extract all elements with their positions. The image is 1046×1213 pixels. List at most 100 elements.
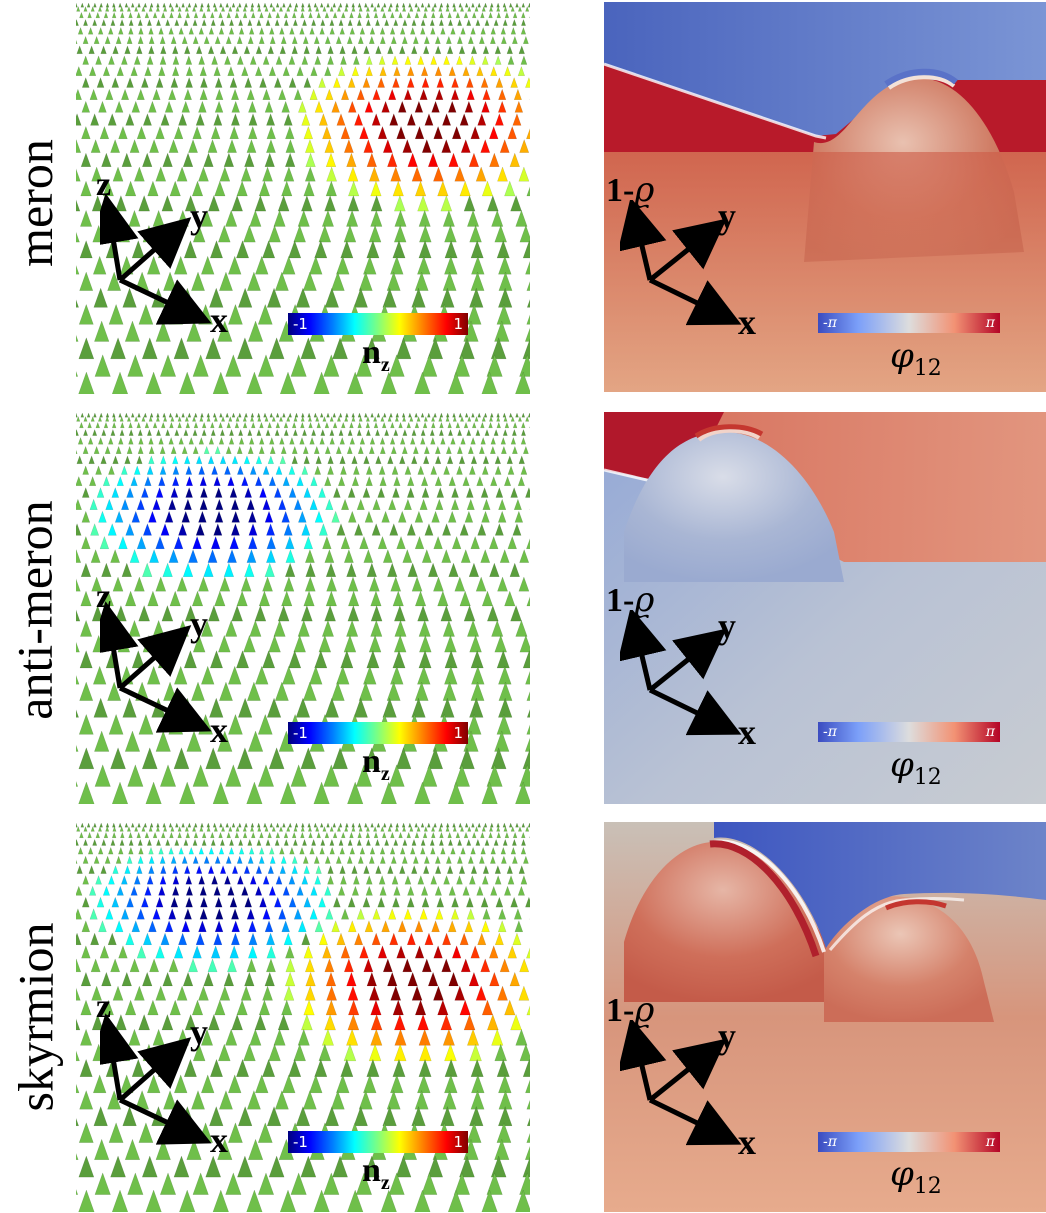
spin-cone — [422, 864, 430, 874]
spin-cone — [488, 5, 494, 12]
spin-cone — [510, 896, 519, 908]
spin-cone — [148, 919, 157, 933]
spin-cone — [133, 576, 145, 592]
spin-cone — [389, 846, 396, 855]
spin-cone — [466, 1122, 482, 1143]
spin-cone — [480, 138, 491, 153]
spin-cone — [93, 855, 100, 864]
spin-cone — [504, 831, 510, 839]
row-label-meron: meron — [7, 138, 64, 267]
spin-cone — [110, 138, 121, 153]
spin-cone — [398, 831, 403, 839]
spin-cone — [525, 415, 530, 422]
spin-cone — [213, 5, 218, 12]
spin-cone — [365, 825, 370, 832]
spin-cone — [76, 1018, 81, 1031]
spin-cone — [375, 45, 382, 55]
spin-cone — [333, 76, 341, 88]
spin-cone — [248, 522, 258, 536]
spin-cone — [110, 958, 121, 973]
spin-cone — [143, 822, 148, 828]
spin-cone — [347, 194, 360, 212]
spin-cone — [484, 428, 490, 436]
spin-cone — [80, 180, 92, 197]
spin-cone — [340, 874, 347, 885]
spin-cone — [249, 619, 262, 637]
spin-cone — [434, 65, 443, 77]
spin-cone — [414, 535, 425, 550]
spin-cone — [237, 1155, 253, 1178]
spin-cone — [481, 465, 489, 475]
spin-cone — [387, 864, 394, 874]
spin-cone — [160, 112, 170, 126]
spin-cone — [343, 634, 357, 653]
spin-cone — [174, 412, 179, 418]
spin-cone — [183, 428, 189, 436]
spin-cone — [198, 436, 205, 445]
spin-cone — [378, 874, 386, 885]
spin-cone — [340, 239, 354, 259]
spin-cone — [104, 35, 111, 44]
spin-cone — [332, 2, 337, 8]
spin-cone — [466, 838, 472, 846]
spin-cone — [257, 5, 262, 12]
spin-cone — [137, 855, 144, 864]
spin-cone — [324, 194, 336, 212]
spin-cone — [192, 1172, 209, 1195]
spin-cone — [228, 415, 233, 422]
spin-cone — [152, 421, 158, 429]
spin-cone — [207, 455, 215, 465]
spin-cone — [173, 337, 190, 360]
spin-cone — [327, 864, 334, 874]
spin-cone — [411, 985, 423, 1001]
spin-cone — [217, 224, 231, 243]
spin-cone — [356, 908, 365, 920]
spin-cone — [318, 224, 332, 243]
spin-cone — [423, 855, 430, 864]
spin-cone — [79, 209, 93, 227]
spin-cone — [76, 65, 83, 77]
spin-cone — [417, 665, 431, 685]
spin-cone — [340, 421, 346, 429]
spin-cone — [308, 831, 313, 839]
spin-cone — [435, 498, 444, 510]
spin-cone — [448, 971, 459, 987]
spin-cone — [363, 822, 368, 828]
spin-cone — [265, 18, 271, 26]
spin-cone — [420, 65, 429, 77]
spin-cone — [467, 855, 474, 864]
spin-cone — [433, 822, 437, 828]
spin-cone — [90, 932, 100, 946]
spin-cone — [99, 945, 110, 959]
spin-cone — [155, 1138, 171, 1161]
spin-cone — [507, 465, 515, 475]
spin-cone — [510, 5, 515, 12]
spin-cone — [340, 498, 350, 510]
spin-cone — [365, 465, 373, 475]
spin-cone — [76, 838, 79, 846]
spin-cone — [279, 436, 285, 445]
spin-cone — [402, 548, 413, 563]
spin-cone — [356, 428, 362, 436]
spin-cone — [363, 864, 370, 874]
spin-cone — [337, 65, 346, 77]
spin-cone — [108, 303, 124, 325]
spin-cone — [133, 874, 141, 885]
spin-cone — [76, 264, 80, 275]
spin-cone — [105, 822, 110, 828]
spin-cone — [225, 822, 230, 828]
colorbar-label: nz — [362, 1152, 390, 1194]
spin-cone — [463, 831, 469, 839]
spin-cone — [279, 864, 286, 874]
spin-cone — [111, 371, 129, 394]
spin-cone — [440, 194, 453, 212]
spin-cone — [288, 896, 297, 908]
spin-cone — [303, 896, 312, 908]
spin-cone — [497, 287, 513, 308]
spin-cone — [439, 11, 444, 19]
spin-cone — [423, 35, 430, 44]
spin-cone — [100, 455, 107, 465]
spin-cone — [269, 26, 275, 35]
spin-cone — [192, 825, 197, 832]
spin-cone — [481, 415, 486, 422]
